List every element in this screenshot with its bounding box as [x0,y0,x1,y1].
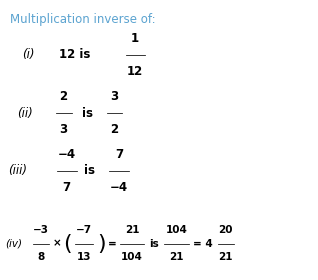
Text: is: is [82,107,93,120]
Text: Multiplication inverse of:: Multiplication inverse of: [10,13,155,25]
Text: is: is [84,164,95,177]
Text: 7: 7 [63,181,71,194]
Text: (iv): (iv) [5,239,22,249]
Text: (: ( [63,234,72,254]
Text: = 4: = 4 [193,239,213,249]
Text: (iii): (iii) [8,164,27,177]
Text: 3: 3 [110,90,119,103]
Text: −3: −3 [33,225,49,235]
Text: 13: 13 [77,252,92,262]
Text: 7: 7 [115,148,123,161]
Text: 104: 104 [121,252,143,262]
Text: 3: 3 [59,123,68,136]
Text: 8: 8 [38,252,45,262]
Text: 12: 12 [127,65,143,78]
Text: 2: 2 [110,123,119,136]
Text: −7: −7 [76,225,92,235]
Text: 21: 21 [169,252,184,262]
Text: ): ) [97,234,106,254]
Text: −4: −4 [110,181,128,194]
Text: ×: × [52,239,61,249]
Text: 1: 1 [131,32,139,45]
Text: is: is [149,239,159,249]
Text: 104: 104 [166,225,187,235]
Text: 20: 20 [218,225,233,235]
Text: 2: 2 [59,90,68,103]
Text: 12 is: 12 is [59,48,90,61]
Text: =: = [108,239,117,249]
Text: 21: 21 [218,252,233,262]
Text: −4: −4 [58,148,76,161]
Text: 21: 21 [125,225,139,235]
Text: (ii): (ii) [17,107,33,120]
Text: (i): (i) [22,48,35,61]
